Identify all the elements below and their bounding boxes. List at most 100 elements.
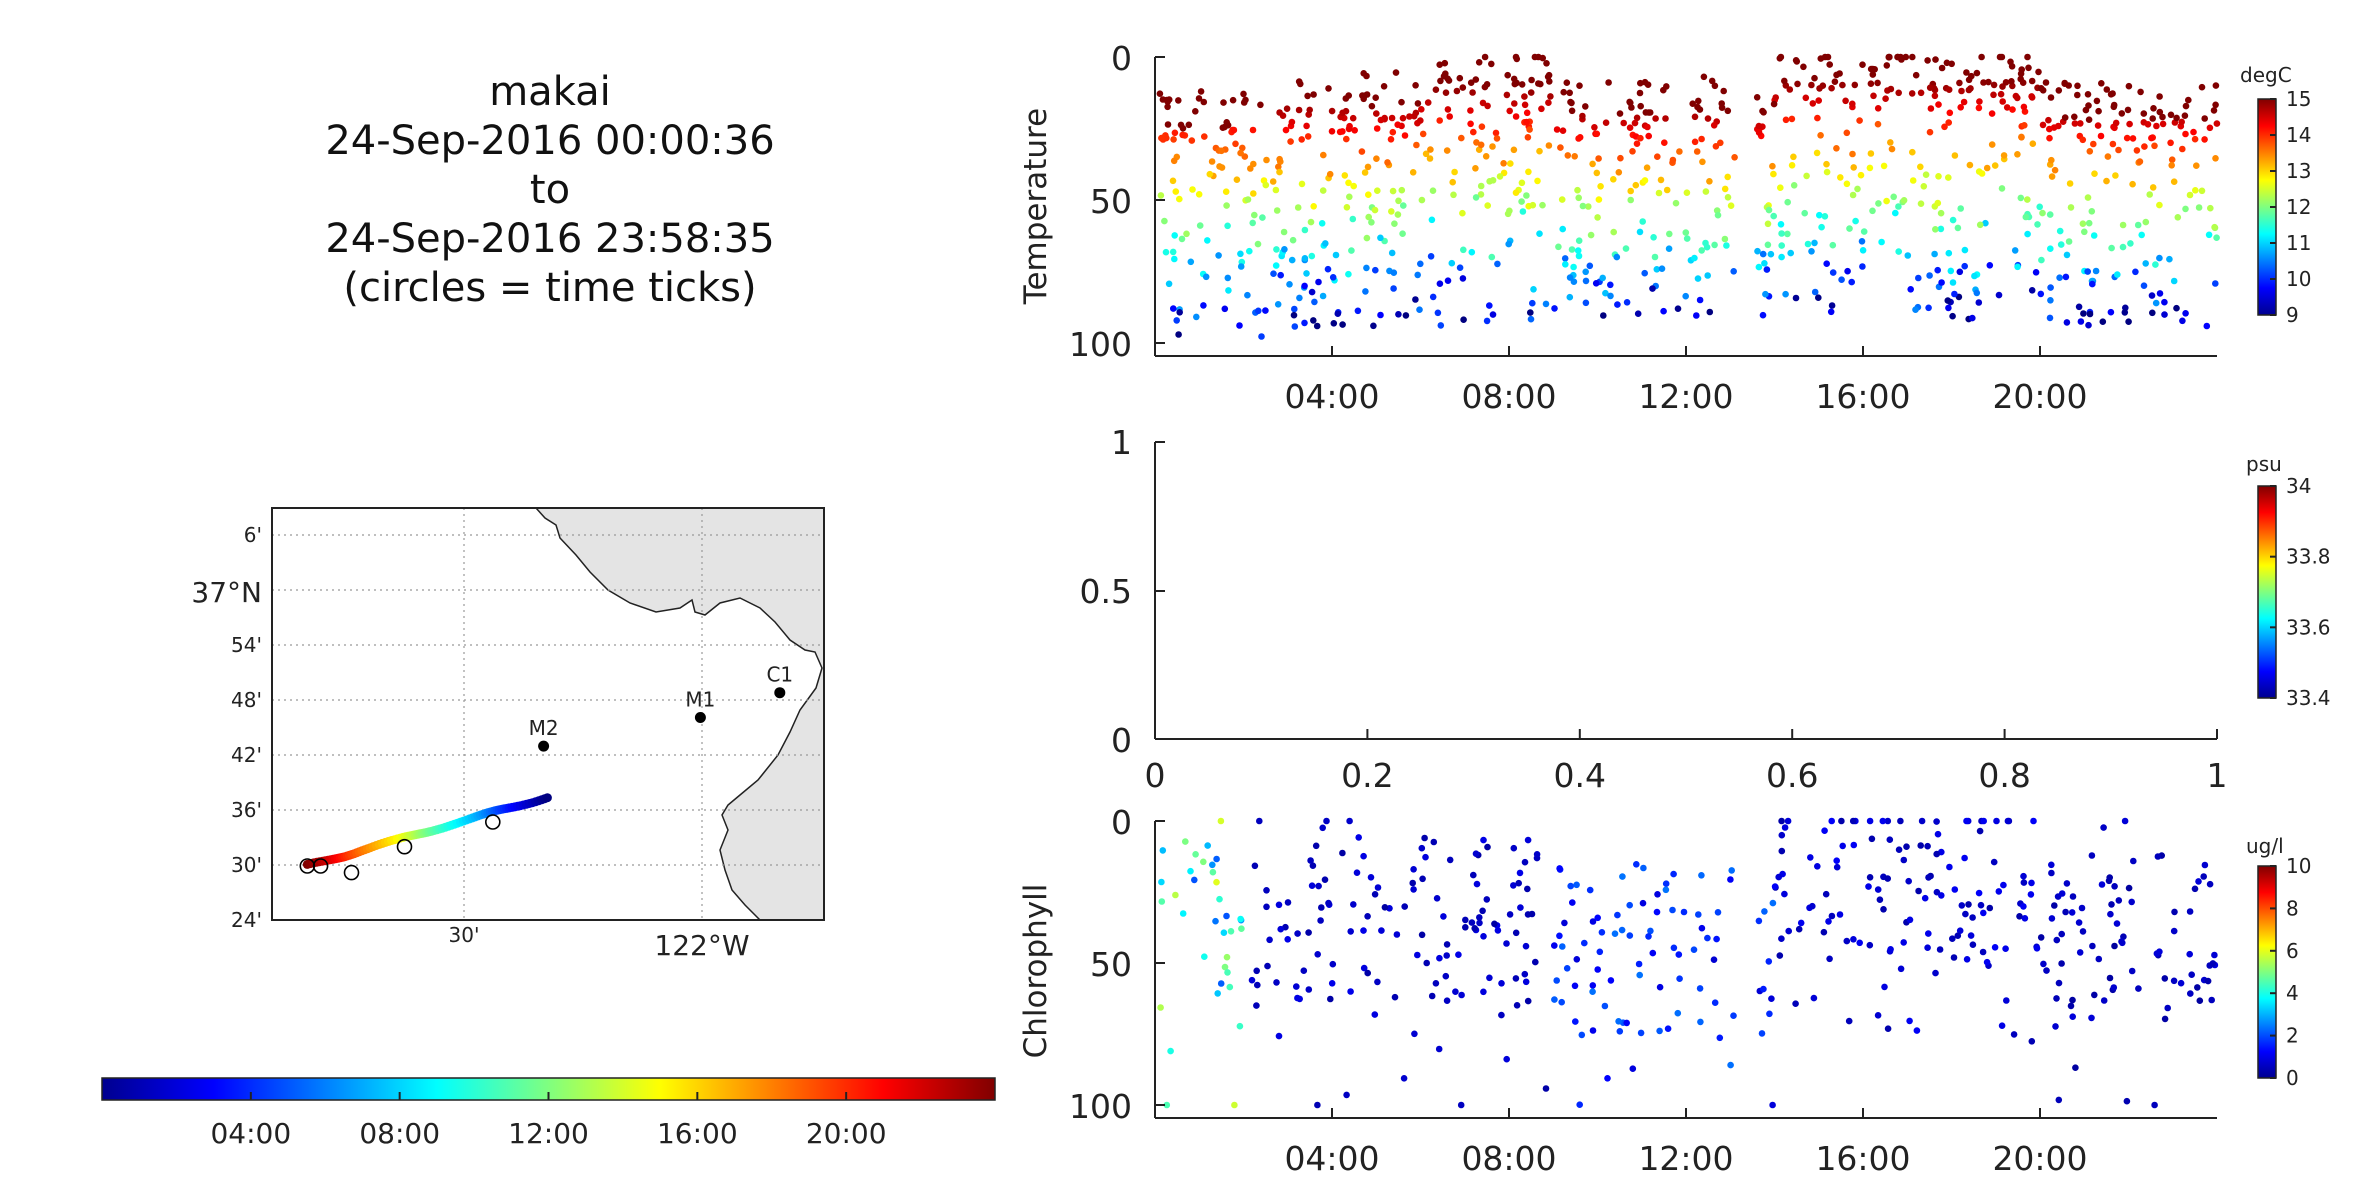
temperature-point xyxy=(2127,240,2134,247)
temperature-point xyxy=(1575,135,1582,142)
temperature-point xyxy=(1811,288,1819,296)
chlorophyll-point xyxy=(1958,902,1966,909)
temperature-point xyxy=(1859,61,1866,68)
time-tick-label: 16:00 xyxy=(1815,377,1910,416)
temperature-point xyxy=(1276,109,1283,116)
temperature-point xyxy=(1849,150,1856,158)
chlorophyll-point xyxy=(1498,980,1505,987)
chlorophyll-point xyxy=(1850,841,1858,849)
chlorophyll-point xyxy=(1954,932,1962,939)
temperature-point xyxy=(1223,202,1230,209)
chlorophyll-point xyxy=(1421,834,1428,842)
chlorophyll-point xyxy=(1533,851,1541,858)
temperature-point xyxy=(1582,103,1589,110)
temperature-point xyxy=(1428,216,1436,224)
temperature-point xyxy=(1996,53,2004,61)
chlorophyll-point xyxy=(1393,931,1401,938)
chlorophyll-point xyxy=(2063,880,2071,887)
chlorophyll-point xyxy=(2010,1031,2018,1038)
temperature-point xyxy=(1445,77,1453,84)
chlorophyll-point xyxy=(2048,869,2055,877)
temperature-point xyxy=(1643,164,1651,171)
temperature-point xyxy=(1945,174,1952,181)
temperature-point xyxy=(2167,111,2175,119)
chlorophyll-point xyxy=(1778,831,1786,839)
temperature-point xyxy=(1286,281,1293,288)
temperature-point xyxy=(1488,253,1496,261)
temperature-point xyxy=(1912,306,1919,314)
chlorophyll-point xyxy=(1906,916,1914,924)
temperature-point xyxy=(1935,173,1942,180)
chlorophyll-point xyxy=(1921,894,1929,902)
chlorophyll-point xyxy=(1778,817,1785,825)
temperature-point xyxy=(1195,95,1203,102)
chlorophyll-point xyxy=(1618,926,1626,934)
temperature-point xyxy=(1373,110,1380,117)
chlorophyll-point xyxy=(1419,875,1426,883)
temperature-point xyxy=(1223,119,1230,126)
chlorophyll-point xyxy=(1886,836,1894,843)
temperature-point xyxy=(1390,285,1397,292)
temperature-point xyxy=(1714,211,1722,219)
temperature-point xyxy=(1720,87,1727,95)
chlorophyll-point xyxy=(1321,876,1329,883)
temperature-point xyxy=(1644,123,1651,131)
temperature-point xyxy=(2028,287,2036,294)
temperature-point xyxy=(1616,110,1624,117)
temperature-point xyxy=(1361,169,1369,176)
temperature-point xyxy=(2212,155,2219,162)
temperature-point xyxy=(1631,119,1639,127)
temperature-point xyxy=(1794,80,1801,88)
temperature-point xyxy=(2136,158,2144,165)
chlorophyll-point xyxy=(2115,897,2123,904)
temperature-point xyxy=(1294,204,1302,211)
map-station-marker xyxy=(774,687,786,699)
temperature-point xyxy=(2109,140,2117,148)
temperature-point xyxy=(2074,82,2081,90)
temperature-point xyxy=(1329,274,1337,281)
temperature-point xyxy=(1448,259,1456,267)
temperature-point xyxy=(2021,122,2028,129)
chlorophyll-x-ticks: 04:00 08:00 12:00 16:00 20:00 xyxy=(1284,1108,2088,1178)
chlorophyll-point xyxy=(1364,913,1371,920)
temperature-point xyxy=(1765,206,1773,214)
temperature-point xyxy=(1287,138,1294,145)
temperature-point xyxy=(1724,107,1732,115)
temperature-point xyxy=(1394,211,1402,218)
temperature-point xyxy=(1561,255,1569,262)
temperature-point xyxy=(1568,246,1576,253)
chlorophyll-point xyxy=(1629,1065,1637,1072)
chlorophyll-point xyxy=(1833,857,1840,864)
chlorophyll-point xyxy=(1307,857,1314,864)
chlorophyll-point xyxy=(2110,984,2118,991)
temperature-point xyxy=(1511,100,1518,107)
chlorophyll-point xyxy=(1967,932,1975,939)
temperature-point xyxy=(1406,113,1413,120)
temperature-point xyxy=(1456,74,1464,82)
chlorophyll-point xyxy=(1284,936,1291,943)
temperature-point xyxy=(1505,240,1512,248)
temperature-point xyxy=(1784,230,1791,238)
chlorophyll-point xyxy=(1227,928,1235,935)
temperature-point xyxy=(2152,261,2159,268)
chlorophyll-point xyxy=(1470,871,1477,879)
temperature-point xyxy=(1310,317,1317,324)
chlorophyll-point xyxy=(1826,955,1833,963)
temperature-point xyxy=(1489,143,1496,150)
temperature-point xyxy=(1614,301,1621,308)
time-tick-label: 04:00 xyxy=(1284,377,1379,416)
temperature-point xyxy=(2037,290,2045,298)
chlorophyll-point xyxy=(1601,1002,1609,1010)
temperature-point xyxy=(1414,271,1421,279)
temperature-point xyxy=(1297,80,1304,88)
temperature-point xyxy=(1926,128,1934,136)
temperature-point xyxy=(1837,174,1844,181)
temperature-point xyxy=(2014,94,2021,102)
chlorophyll-point xyxy=(1977,901,1985,909)
temperature-point xyxy=(1652,115,1659,122)
chlorophyll-point xyxy=(1284,899,1292,906)
temperature-point xyxy=(1586,262,1594,270)
chlorophyll-point xyxy=(1367,874,1375,881)
temperature-point xyxy=(1721,235,1729,243)
map-station-label: M1 xyxy=(685,688,715,712)
